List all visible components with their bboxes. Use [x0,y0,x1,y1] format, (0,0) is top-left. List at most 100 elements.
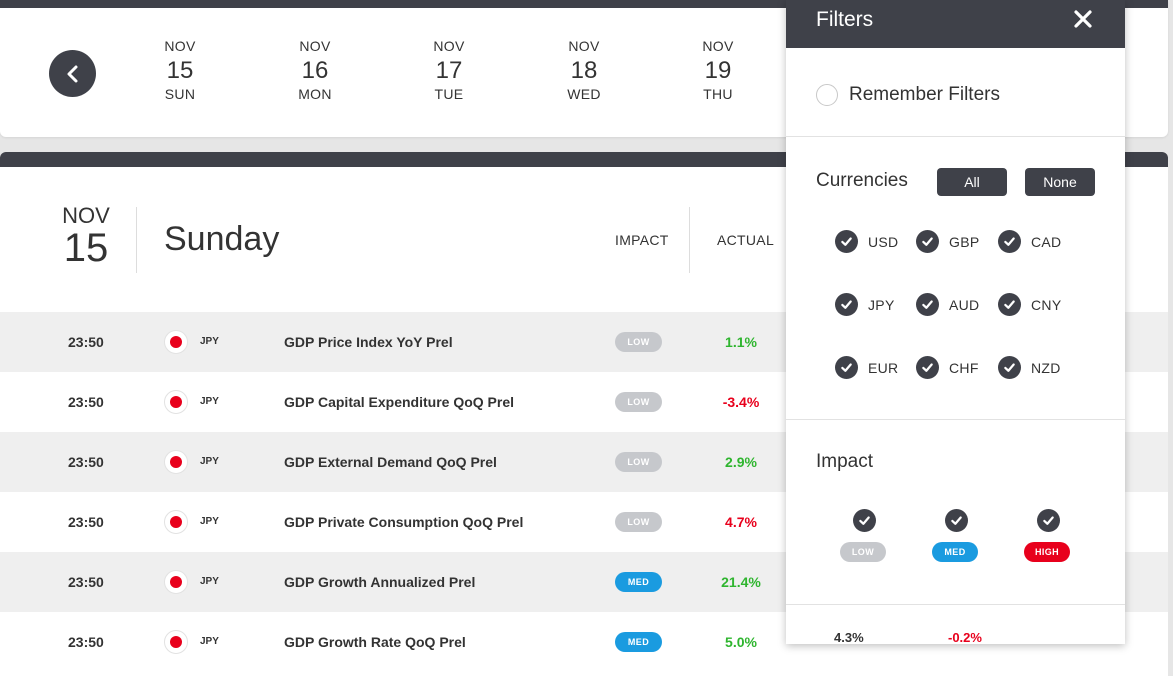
event-actual: -3.4% [722,394,760,410]
day-tab-1[interactable]: NOV 15 SUN [140,38,220,102]
currency-checkbox-aud[interactable]: AUD [916,293,979,316]
day-tab-month: NOV [568,38,600,54]
actual-column-header: ACTUAL [717,232,775,248]
event-actual: 21.4% [721,574,761,590]
currency-label: CHF [949,359,979,376]
impact-badge-med: MED [932,542,978,562]
currencies-title: Currencies [816,170,908,191]
day-tab-weekday: SUN [164,86,196,102]
day-tab-month: NOV [299,38,331,54]
event-currency: JPY [200,396,219,407]
check-icon [835,293,858,316]
filters-title: Filters [816,8,874,31]
divider [689,207,690,273]
event-currency: JPY [200,456,219,467]
event-actual: 5.0% [725,634,757,650]
day-tab-4[interactable]: NOV 18 WED [544,38,624,102]
impact-badge: LOW [615,332,662,352]
currency-checkbox-gbp[interactable]: GBP [916,230,979,253]
filters-header: Filters [786,0,1125,48]
event-currency: JPY [200,636,219,647]
currency-checkbox-cny[interactable]: CNY [998,293,1061,316]
day-tab-2[interactable]: NOV 16 MON [275,38,355,102]
day-tab-month: NOV [433,38,465,54]
day-tab-5[interactable]: NOV 19 THU [678,38,758,102]
check-icon [998,230,1021,253]
select-none-button[interactable]: None [1025,168,1095,196]
previous-week-button[interactable] [49,50,96,97]
day-tab-month: NOV [702,38,734,54]
event-time: 23:50 [68,454,104,470]
check-icon [1036,509,1060,532]
impact-title: Impact [816,451,874,472]
event-currency: JPY [200,576,219,587]
select-all-button[interactable]: All [937,168,1007,196]
impact-badge-low: LOW [840,542,886,562]
event-currency: JPY [200,516,219,527]
day-tab-day: 19 [704,57,732,84]
check-icon [916,230,939,253]
event-name: GDP Private Consumption QoQ Prel [284,514,524,530]
day-tab-weekday: TUE [434,86,464,102]
currency-checkbox-usd[interactable]: USD [835,230,898,253]
impact-checkbox-high[interactable]: HIGH [1024,509,1072,562]
event-currency: JPY [200,336,219,347]
japan-flag-icon [164,450,188,474]
filters-panel: Filters Remember Filters Currencies All … [786,0,1125,644]
event-name: GDP Growth Annualized Prel [284,574,476,590]
peek-value-left: 4.3% [834,630,864,644]
check-icon [835,230,858,253]
event-name: GDP Growth Rate QoQ Prel [284,634,466,650]
japan-flag-icon [164,570,188,594]
japan-flag-icon [164,330,188,354]
currency-checkbox-eur[interactable]: EUR [835,356,898,379]
event-row[interactable]: 23:50 JPY GDP Growth Rate QoQ Prel MED 5… [0,612,1168,672]
day-tab-3[interactable]: NOV 17 TUE [409,38,489,102]
remember-filters-checkbox[interactable] [816,84,838,106]
currency-checkbox-jpy[interactable]: JPY [835,293,895,316]
currency-label: CAD [1031,233,1062,250]
selected-date-month: NOV [62,203,110,228]
close-button[interactable] [1072,8,1094,30]
impact-checkbox-low[interactable]: LOW [840,509,888,562]
day-tab-day: 16 [301,57,329,84]
impact-checkbox-med[interactable]: MED [932,509,980,562]
day-tab-day: 15 [166,57,194,84]
event-time: 23:50 [68,574,104,590]
event-name: GDP Capital Expenditure QoQ Prel [284,394,515,410]
divider [786,419,1125,420]
currency-checkbox-chf[interactable]: CHF [916,356,979,379]
japan-flag-icon [164,510,188,534]
check-icon [916,293,939,316]
event-row[interactable]: 23:50 JPY GDP Capital Expenditure QoQ Pr… [0,372,1168,432]
day-tab-weekday: MON [298,86,332,102]
date-strip-bar [0,0,1168,8]
chevron-left-icon [67,65,77,82]
japan-flag-icon [164,630,188,654]
currency-checkbox-nzd[interactable]: NZD [998,356,1061,379]
day-tab-weekday: WED [567,86,601,102]
event-time: 23:50 [68,514,104,530]
currency-label: JPY [868,296,895,313]
japan-flag-icon [164,390,188,414]
event-row[interactable]: 23:50 JPY GDP Private Consumption QoQ Pr… [0,492,1168,552]
selected-date-day: 15 [63,226,109,270]
impact-badge: LOW [615,392,662,412]
check-icon [944,509,968,532]
impact-badge: LOW [615,512,662,532]
event-actual: 1.1% [725,334,757,350]
currency-checkbox-cad[interactable]: CAD [998,230,1061,253]
remember-filters-label: Remember Filters [849,84,1000,105]
check-icon [998,356,1021,379]
impact-badge: LOW [615,452,662,472]
impact-badge: MED [615,632,662,652]
currency-label: AUD [949,296,980,313]
check-icon [916,356,939,379]
currency-label: NZD [1031,359,1061,376]
event-actual: 4.7% [725,514,757,530]
check-icon [852,509,876,532]
event-time: 23:50 [68,334,104,350]
event-time: 23:50 [68,394,104,410]
impact-column-header: IMPACT [615,232,669,248]
currency-label: GBP [949,233,980,250]
